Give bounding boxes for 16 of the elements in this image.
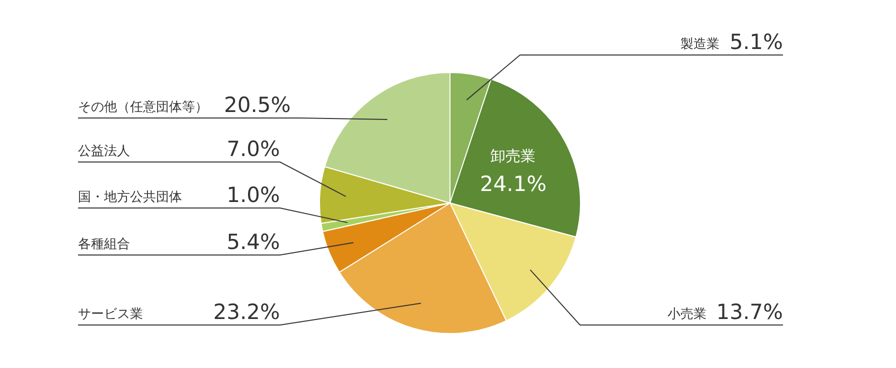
data-label: 20.5%: [224, 93, 291, 117]
slice-label: 製造業: [680, 37, 720, 52]
data-label: 5.4%: [226, 230, 280, 254]
slice-label: サービス業: [78, 307, 143, 322]
slice-label: 各種組合: [78, 237, 130, 252]
data-label: 24.1%: [480, 172, 547, 196]
data-label: 7.0%: [226, 137, 280, 161]
slice-label: その他（任意団体等）: [78, 100, 208, 115]
slice-label: 小売業: [667, 307, 706, 322]
slice-label: 公益法人: [78, 144, 130, 159]
data-label: 23.2%: [213, 300, 280, 324]
slice-label: 国・地方公共団体: [78, 189, 182, 205]
slice-label: 卸売業: [490, 147, 536, 166]
data-label: 5.1%: [730, 30, 783, 54]
data-label: 13.7%: [716, 300, 783, 324]
data-label: 1.0%: [226, 183, 280, 207]
